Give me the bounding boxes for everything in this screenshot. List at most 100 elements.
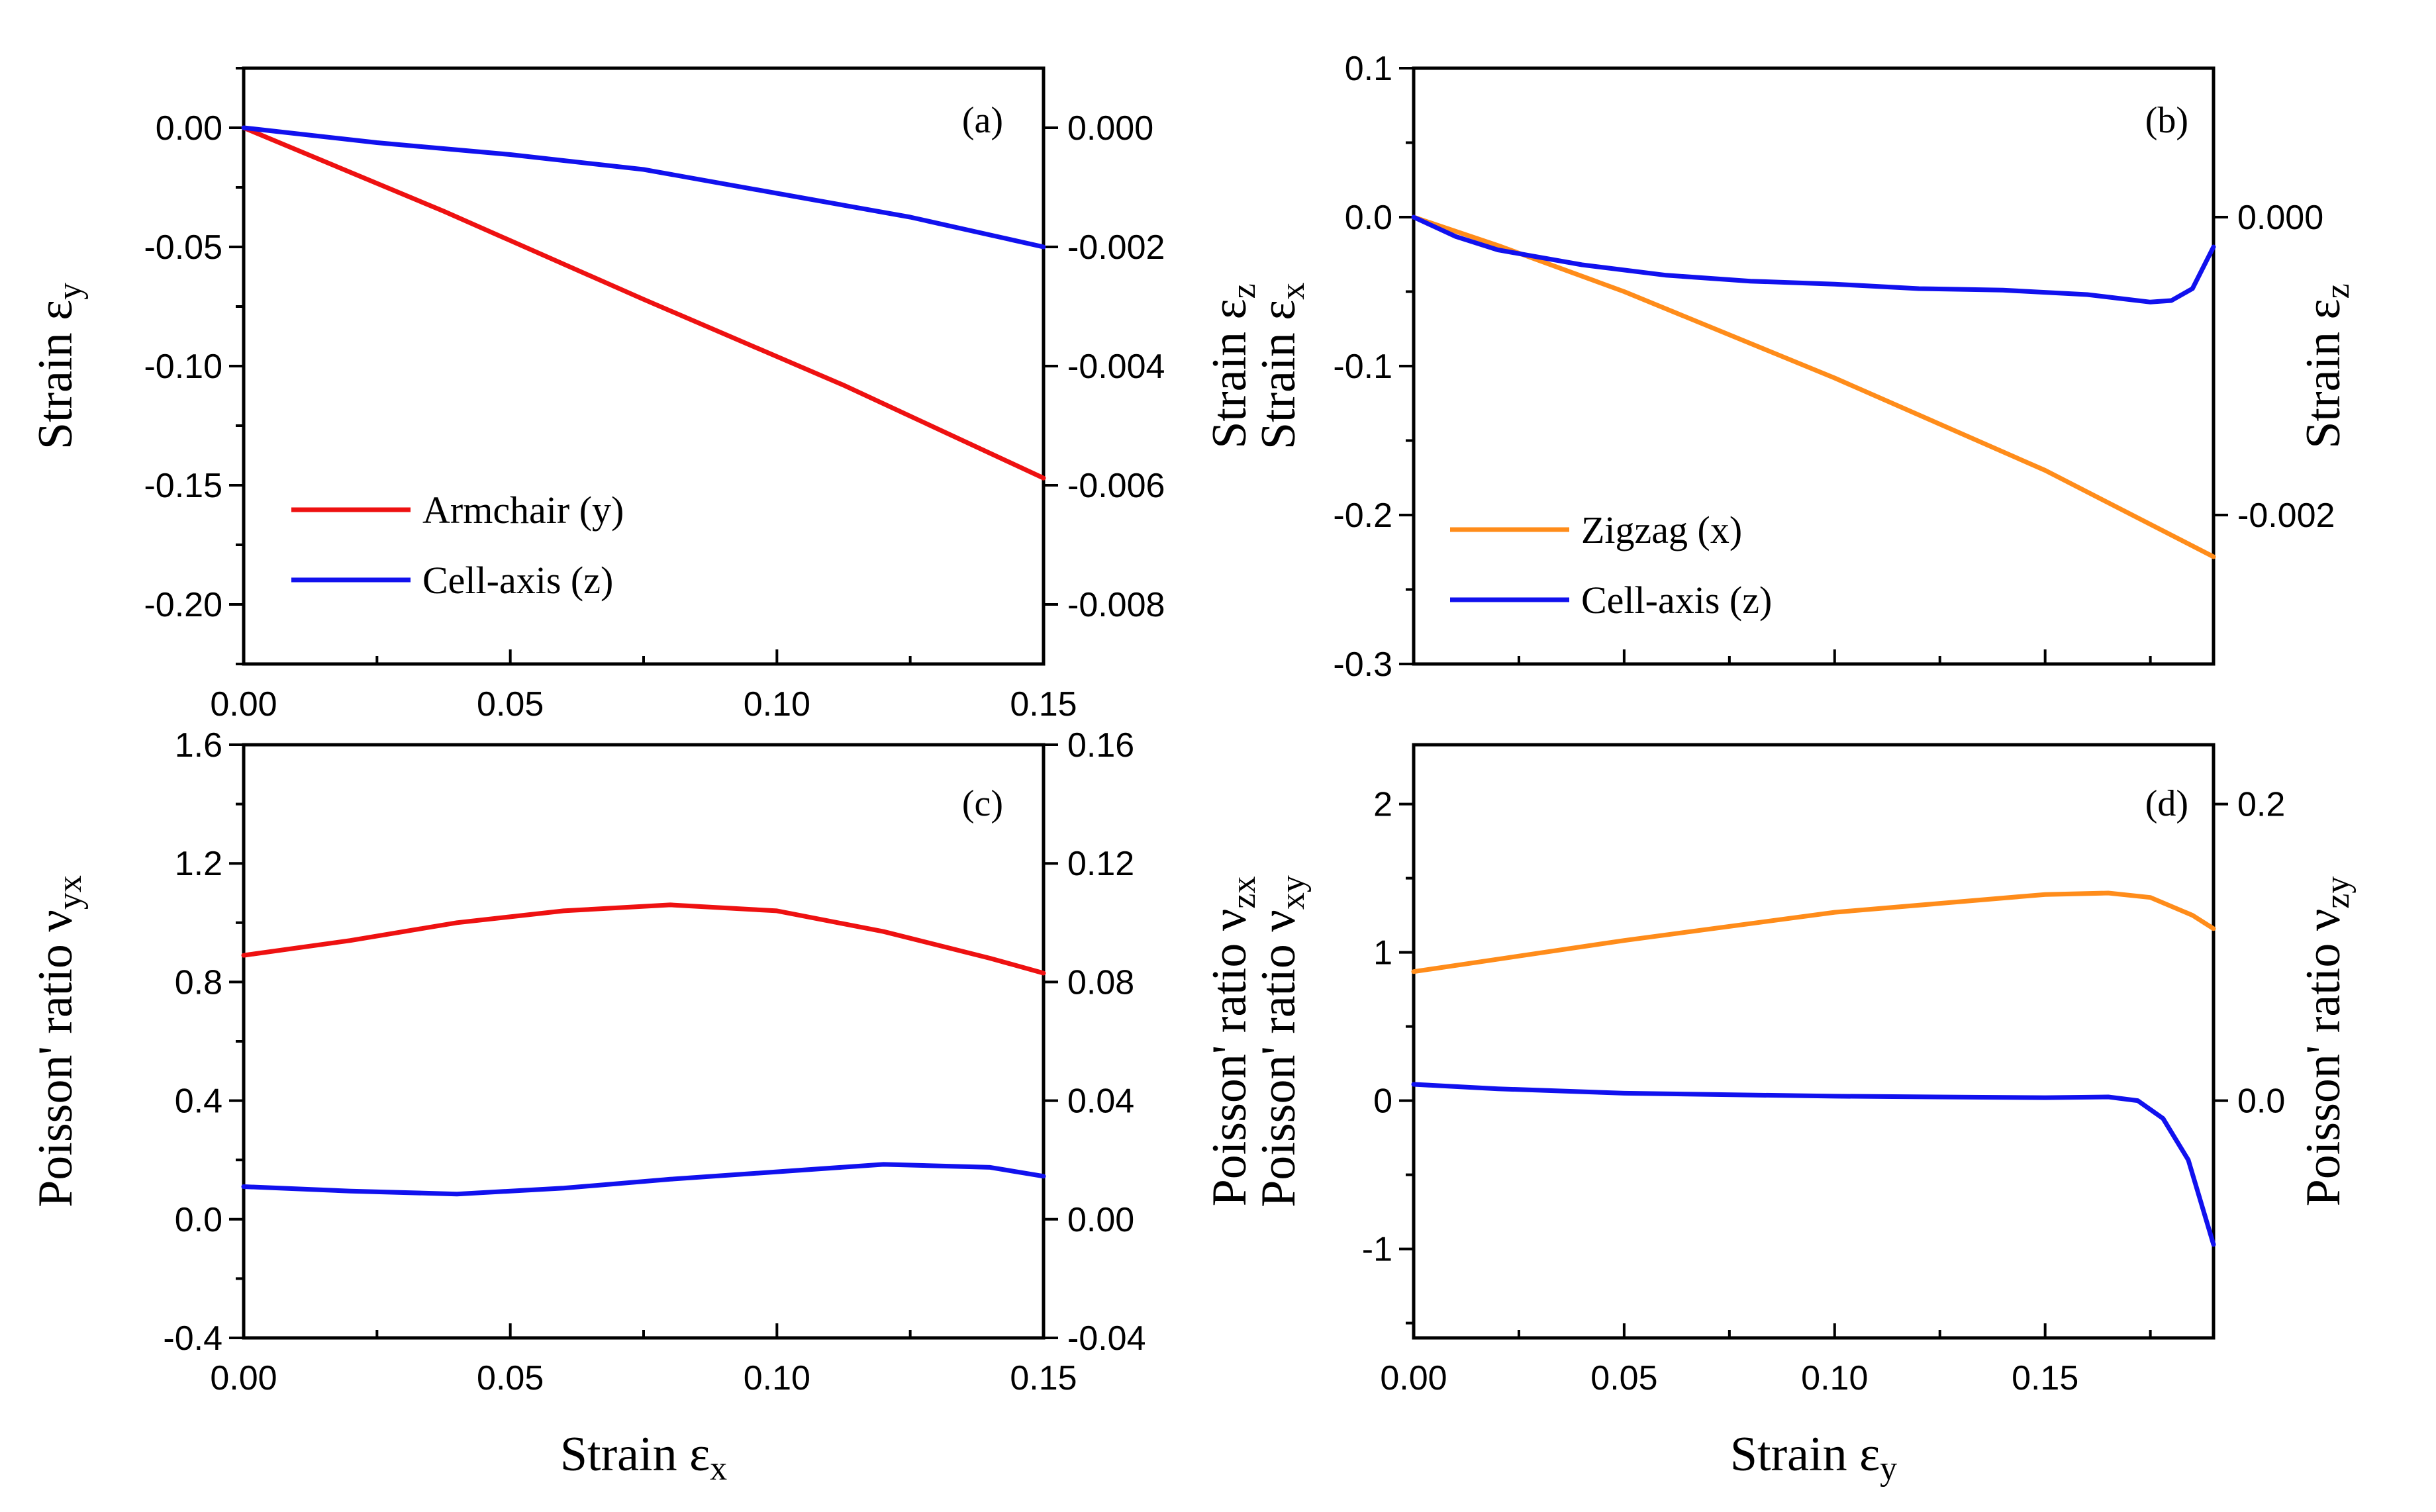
y-tick-label: 0.8	[175, 963, 222, 1002]
x-tick-label: 0.15	[1010, 685, 1077, 724]
y-axis-label-main: Poisson' ratio ν	[28, 910, 83, 1207]
y-tick-label: 1.2	[175, 845, 222, 883]
y-tick-label: -0.4	[163, 1319, 222, 1358]
x-tick-label: 0.00	[210, 685, 277, 724]
x-tick-label: 0.00	[210, 1359, 277, 1397]
series-line-armchair-y	[241, 902, 1046, 976]
y-axis-label: Strain εx	[1251, 283, 1312, 449]
y-axis-label-main: Strain ε	[1251, 300, 1306, 449]
y2-tick-label: 0.04	[1067, 1082, 1134, 1121]
x-tick-label: 0.00	[1380, 1359, 1447, 1397]
x-tick-label: 0.10	[744, 685, 810, 724]
y-tick-label: 0.0	[175, 1201, 222, 1239]
y2-tick-label: -0.006	[1067, 467, 1165, 505]
legend: Zigzag (x) Cell-axis (z)	[1450, 508, 1772, 622]
y2-tick-label: 0.000	[1067, 109, 1153, 148]
panel-d: 0.00 0.05 0.10 0.15 2 1 0 -1 0.2 0.0 Poisson' rati…	[1251, 743, 2357, 1488]
y2-tick-label: 0.000	[2237, 199, 2323, 237]
x-axis-label: Strain εx	[560, 1427, 727, 1488]
y2-tick-label: 0.12	[1067, 845, 1134, 883]
y-tick-label: 0.1	[1345, 50, 1392, 88]
y2-tick-label: -0.002	[2237, 496, 2335, 535]
y-tick-label: -0.20	[144, 586, 222, 624]
y-tick-label: 0	[1373, 1082, 1392, 1121]
y-tick-label: -0.15	[144, 467, 222, 505]
legend: Armchair (y) Cell-axis (z)	[291, 489, 624, 602]
series-line-zigzag-x	[1411, 214, 2216, 559]
y-tick-label: -0.05	[144, 228, 222, 267]
y2-tick-label: -0.002	[1067, 228, 1165, 267]
series-line-cell-axis-z	[241, 125, 1046, 250]
y-tick-label: 0.00	[156, 109, 222, 148]
y-axis-label-main: Poisson' ratio ν	[1251, 910, 1306, 1207]
y2-axis-label: Strain εz	[2296, 283, 2357, 448]
y2-axis-label-subscript: z	[1225, 283, 1263, 299]
panel-a: 0.00 0.05 0.10 0.15 0.00 -0.05 -0.10 -0.15 -0.20…	[28, 66, 1263, 724]
y2-tick-label: -0.008	[1067, 586, 1165, 624]
plot-frame	[242, 66, 1046, 666]
y2-tick-label: 0.00	[1067, 1201, 1134, 1239]
y2-axis-label: Poisson' ratio νzy	[2296, 876, 2357, 1207]
y2-axis-label-main: Poisson' ratio ν	[1202, 909, 1257, 1207]
x-tick-label: 0.15	[2012, 1359, 2078, 1397]
y-tick-label: 2	[1373, 786, 1392, 824]
legend-label: Cell-axis (z)	[1581, 579, 1772, 622]
y-axis-label: Poisson' ratio νyx	[28, 875, 89, 1207]
panel-tag: (a)	[962, 100, 1003, 141]
y2-tick-label: 0.0	[2237, 1082, 2285, 1121]
y-tick-label: -0.10	[144, 348, 222, 386]
y2-axis-label-subscript: zx	[1225, 876, 1263, 909]
series-line-armchair-y	[241, 125, 1046, 481]
legend-label: Zigzag (x)	[1581, 508, 1742, 551]
y2-tick-label: -0.004	[1067, 348, 1165, 386]
x-axis-label-subscript: x	[710, 1450, 727, 1488]
y-tick-label: 1	[1373, 934, 1392, 972]
y2-tick-label: 0.2	[2237, 786, 2285, 824]
y-axis-label: Strain εy	[28, 283, 89, 449]
y2-axis-label-subscript: z	[2319, 283, 2357, 299]
plot-frame	[1412, 743, 2216, 1340]
x-axis-label-main: Strain ε	[560, 1427, 710, 1482]
y2-axis-label-main: Poisson' ratio ν	[2296, 909, 2351, 1207]
y2-axis-label: Strain εz	[1202, 283, 1263, 448]
y-axis-label-subscript: y	[51, 283, 89, 300]
y-tick-label: -0.2	[1333, 496, 1392, 535]
y-tick-label: 0.4	[175, 1082, 222, 1121]
series-line-cell-axis-z	[1411, 1082, 2216, 1247]
y2-axis-label-main: Strain ε	[1202, 299, 1257, 448]
y-axis-label-subscript: x	[1274, 283, 1312, 300]
y2-axis-label-subscript: zy	[2319, 876, 2357, 909]
legend-label: Cell-axis (z)	[422, 559, 613, 602]
y-tick-label: -0.3	[1333, 645, 1392, 684]
panel-tag: (d)	[2145, 783, 2188, 824]
y2-tick-label: 0.08	[1067, 963, 1134, 1002]
y2-tick-label: 0.16	[1067, 726, 1134, 765]
y-tick-label: 1.6	[175, 726, 222, 765]
x-tick-label: 0.05	[477, 685, 544, 724]
y-tick-label: 0.0	[1345, 199, 1392, 237]
y-axis-label-subscript: xy	[1274, 875, 1312, 910]
y-axis-label-subscript: yx	[51, 875, 89, 910]
panel-c: 0.00 0.05 0.10 0.15 1.6 1.2 0.8 0.4 0.0 -0.4 0.16 0…	[28, 726, 1263, 1488]
panel-tag: (b)	[2145, 100, 2188, 141]
y2-tick-label: -0.04	[1067, 1319, 1146, 1358]
x-tick-label: 0.05	[477, 1359, 544, 1397]
y-tick-label: -1	[1362, 1231, 1392, 1269]
x-axis-label-subscript: y	[1880, 1450, 1897, 1488]
y2-axis-label: Poisson' ratio νzx	[1202, 876, 1263, 1207]
y-axis-label: Poisson' ratio νxy	[1251, 875, 1312, 1207]
x-tick-label: 0.05	[1590, 1359, 1657, 1397]
x-tick-label: 0.15	[1010, 1359, 1077, 1397]
x-axis-label: Strain εy	[1730, 1427, 1897, 1488]
panel-tag: (c)	[962, 783, 1003, 824]
series-line-zigzag-x	[1411, 890, 2216, 974]
legend-label: Armchair (y)	[422, 489, 624, 532]
x-tick-label: 0.10	[1801, 1359, 1868, 1397]
plot-frame	[1412, 66, 2216, 666]
series-line-cell-axis-z	[1411, 214, 2216, 305]
y-axis-label-main: Strain ε	[28, 300, 83, 449]
y2-axis-label-main: Strain ε	[2296, 299, 2351, 448]
y-tick-label: -0.1	[1333, 348, 1392, 386]
